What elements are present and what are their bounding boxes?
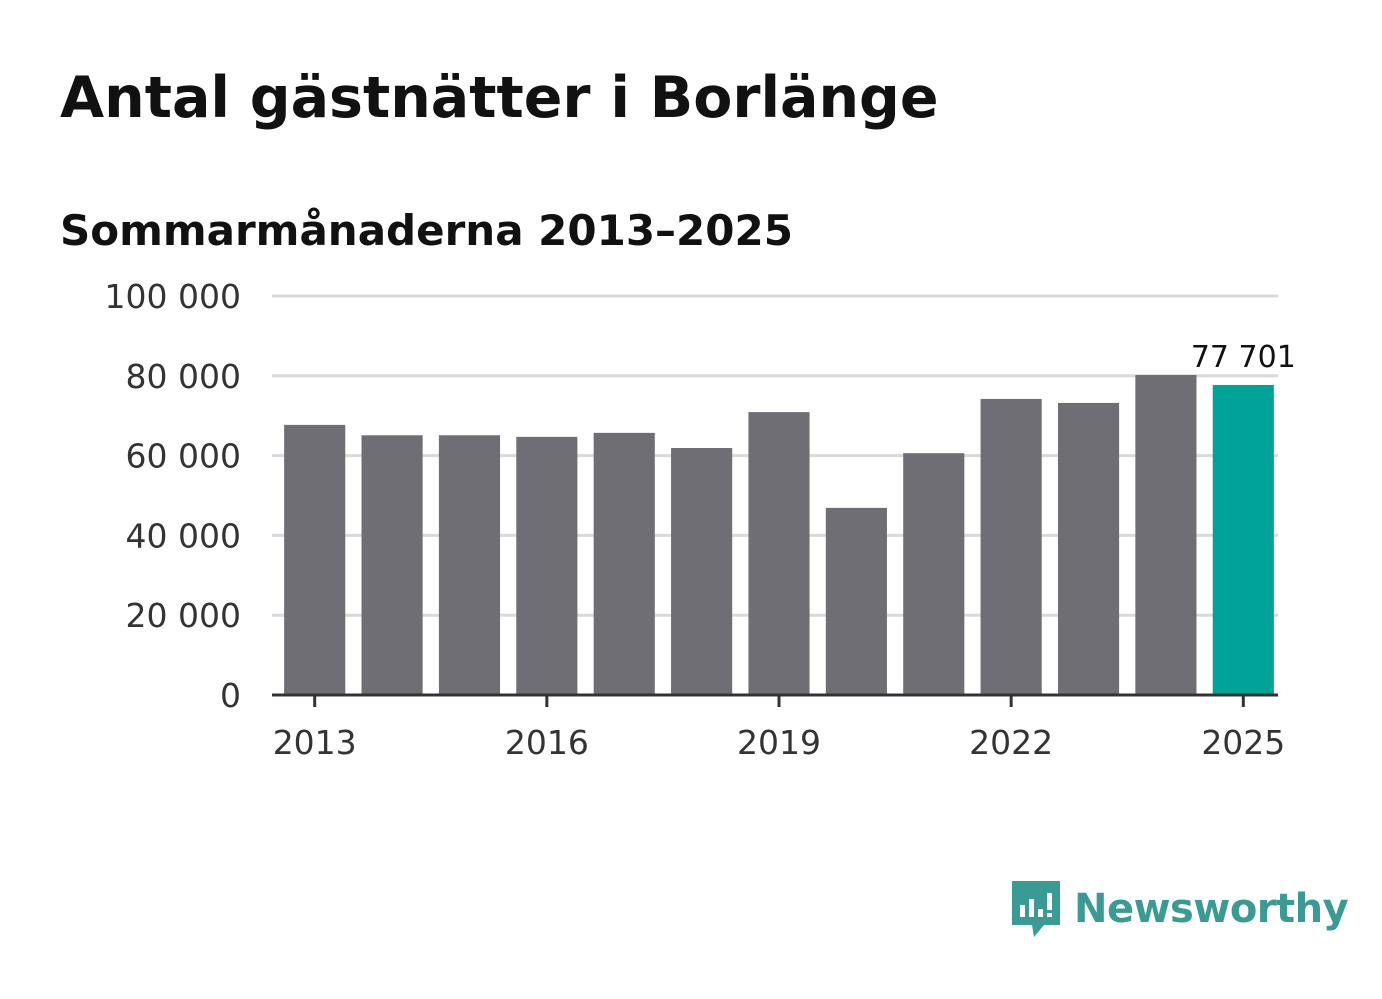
x-tick-label: 2013 xyxy=(273,723,357,762)
bar xyxy=(903,453,965,695)
newsworthy-logo-icon xyxy=(1012,881,1060,937)
x-tick-label: 2019 xyxy=(737,723,821,762)
y-axis-labels: 0 20 000 40 000 60 000 80 000 100 000 xyxy=(105,277,241,715)
chart-title: Antal gästnätter i Borlänge xyxy=(60,65,939,131)
chart-subtitle: Sommarmånaderna 2013–2025 xyxy=(60,206,793,255)
x-tick-label: 2016 xyxy=(505,723,589,762)
x-tick-label: 2025 xyxy=(1201,723,1285,762)
y-tick-label: 100 000 xyxy=(105,277,241,316)
bar xyxy=(284,424,346,695)
y-tick-label: 20 000 xyxy=(126,596,241,635)
bar xyxy=(748,412,810,695)
bars xyxy=(284,375,1274,695)
newsworthy-logo: Newsworthy xyxy=(1010,878,1349,940)
bar xyxy=(1135,375,1197,695)
x-tick-label: 2022 xyxy=(969,723,1053,762)
bar xyxy=(980,398,1042,695)
bar xyxy=(438,435,501,695)
data-labels: 77 701 xyxy=(1191,340,1296,375)
y-tick-label: 40 000 xyxy=(126,516,241,555)
brand-name: Newsworthy xyxy=(1074,886,1349,932)
bar xyxy=(825,507,887,695)
y-tick-label: 80 000 xyxy=(126,357,241,396)
bar xyxy=(593,432,655,695)
data-label: 77 701 xyxy=(1191,340,1296,375)
x-axis-ticks xyxy=(313,695,1245,707)
bar-highlight xyxy=(1212,384,1274,695)
bar xyxy=(1057,402,1120,695)
y-tick-label: 0 xyxy=(220,676,241,715)
bar xyxy=(671,448,733,695)
bar xyxy=(516,436,578,695)
bar xyxy=(361,435,423,695)
y-tick-label: 60 000 xyxy=(126,437,241,476)
x-axis-labels: 2013 2016 2019 2022 2025 xyxy=(273,723,1286,762)
